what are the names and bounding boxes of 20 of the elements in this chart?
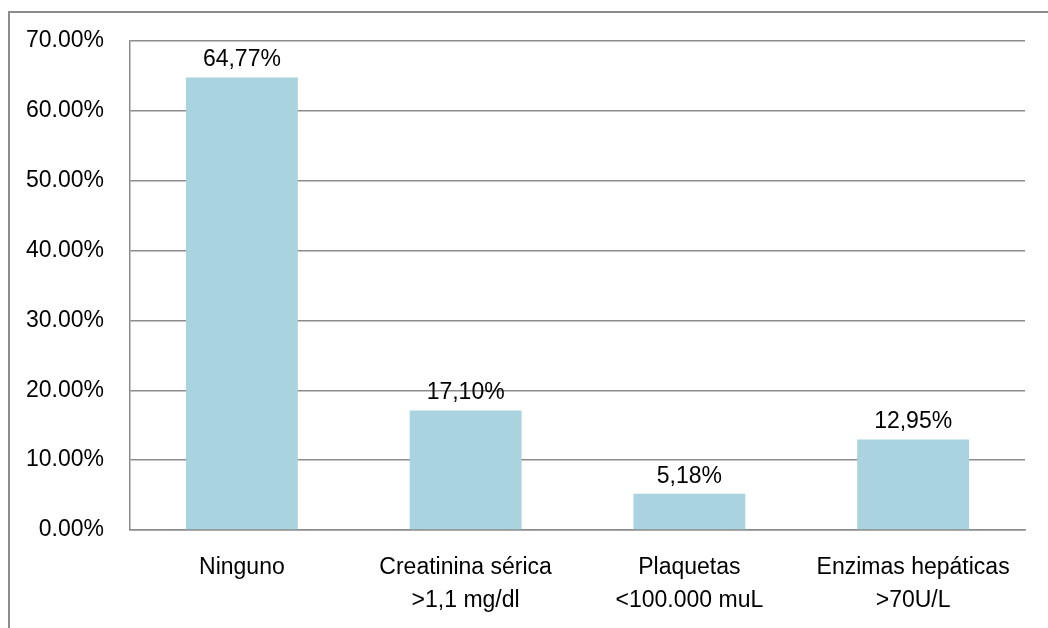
data-label: 64,77% <box>202 45 281 72</box>
x-tick-label: Creatinina sérica >1,1 mg/dl <box>379 553 553 612</box>
bar <box>857 439 970 530</box>
bar <box>185 77 298 530</box>
y-tick-label: 30.00% <box>25 305 104 332</box>
data-label: 5,18% <box>656 461 722 488</box>
y-tick-label: 50.00% <box>25 166 104 193</box>
data-label: 17,10% <box>426 378 505 405</box>
y-tick-label: 40.00% <box>25 235 104 262</box>
x-tick-label: Plaquetas <100.000 muL <box>615 553 764 612</box>
x-tick-label: Enzimas hepáticas >70U/L <box>816 553 1010 612</box>
bar <box>409 410 522 530</box>
y-tick-label: 0.00% <box>38 515 104 542</box>
data-label: 12,95% <box>874 407 953 434</box>
y-tick-label: 60.00% <box>25 96 104 123</box>
y-tick-label: 70.00% <box>25 26 104 53</box>
y-tick-label: 20.00% <box>25 375 104 402</box>
bar <box>633 493 746 530</box>
y-tick-label: 10.00% <box>25 445 104 472</box>
x-tick-label: Ninguno <box>199 553 285 580</box>
